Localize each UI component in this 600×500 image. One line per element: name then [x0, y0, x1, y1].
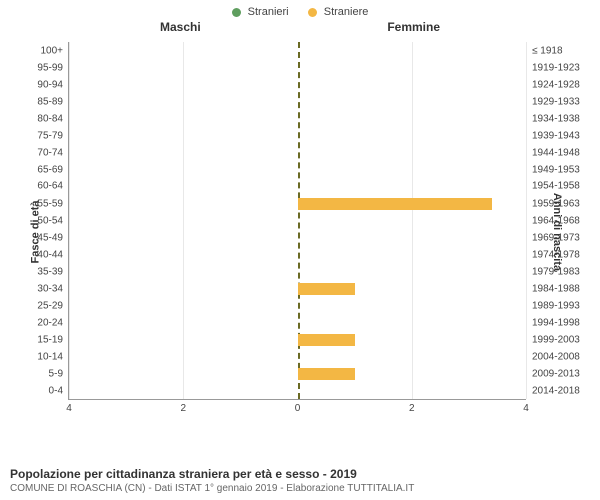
y-tick-age: 30-34: [37, 283, 63, 294]
y-tick-year: 1994-1998: [532, 317, 580, 328]
y-tick-age: 80-84: [37, 113, 63, 124]
y-tick-age: 100+: [40, 45, 63, 56]
y-tick-age: 5-9: [49, 368, 63, 379]
y-tick-year: 1964-1968: [532, 215, 580, 226]
y-tick-age: 20-24: [37, 317, 63, 328]
y-tick-age: 55-59: [37, 198, 63, 209]
y-tick-year: 2009-2013: [532, 368, 580, 379]
y-tick-year: 1999-2003: [532, 334, 580, 345]
x-tick-label: 2: [409, 403, 415, 414]
gridline: [183, 42, 184, 399]
y-tick-age: 75-79: [37, 130, 63, 141]
y-tick-age: 65-69: [37, 164, 63, 175]
y-tick-year: 1969-1973: [532, 232, 580, 243]
y-tick-age: 90-94: [37, 79, 63, 90]
legend: Stranieri Straniere: [0, 0, 600, 20]
y-tick-year: 1919-1923: [532, 62, 580, 73]
y-tick-age: 25-29: [37, 300, 63, 311]
bar-female: [298, 368, 355, 380]
y-tick-year: 2014-2018: [532, 385, 580, 396]
y-tick-year: 1949-1953: [532, 164, 580, 175]
y-tick-age: 50-54: [37, 215, 63, 226]
gridline: [526, 42, 527, 399]
bar-female: [298, 198, 492, 210]
y-tick-year: 1974-1978: [532, 249, 580, 260]
x-tick-label: 4: [523, 403, 529, 414]
header-male: Maschi: [160, 20, 201, 34]
y-tick-year: 2004-2008: [532, 351, 580, 362]
x-tick-label: 2: [180, 403, 186, 414]
y-tick-year: 1924-1928: [532, 79, 580, 90]
legend-label-male: Stranieri: [248, 6, 289, 18]
y-tick-year: 1984-1988: [532, 283, 580, 294]
y-tick-age: 95-99: [37, 62, 63, 73]
y-tick-year: 1954-1958: [532, 181, 580, 192]
y-tick-age: 40-44: [37, 249, 63, 260]
bar-female: [298, 334, 355, 346]
chart-title: Popolazione per cittadinanza straniera p…: [10, 467, 414, 481]
y-tick-age: 35-39: [37, 266, 63, 277]
legend-item-male: Stranieri: [232, 6, 289, 18]
y-tick-age: 85-89: [37, 96, 63, 107]
y-tick-year: 1944-1948: [532, 147, 580, 158]
y-tick-age: 15-19: [37, 334, 63, 345]
y-tick-year: 1959-1963: [532, 198, 580, 209]
legend-item-female: Straniere: [308, 6, 369, 18]
y-tick-age: 10-14: [37, 351, 63, 362]
y-tick-year: ≤ 1918: [532, 45, 563, 56]
y-tick-year: 1929-1933: [532, 96, 580, 107]
y-tick-age: 60-64: [37, 181, 63, 192]
plot-area: 42024100+≤ 191895-991919-192390-941924-1…: [68, 42, 526, 400]
population-pyramid-chart: Fasce di età Anni di nascita 42024100+≤ …: [0, 42, 600, 422]
gridline: [412, 42, 413, 399]
y-tick-age: 0-4: [49, 385, 63, 396]
legend-dot-female: [308, 8, 317, 17]
legend-dot-male: [232, 8, 241, 17]
x-tick-label: 0: [295, 403, 301, 414]
chart-footer: Popolazione per cittadinanza straniera p…: [10, 467, 414, 494]
chart-subtitle: COMUNE DI ROASCHIA (CN) - Dati ISTAT 1° …: [10, 483, 414, 494]
bar-female: [298, 283, 355, 295]
gridline: [69, 42, 70, 399]
y-tick-year: 1989-1993: [532, 300, 580, 311]
y-tick-year: 1934-1938: [532, 113, 580, 124]
y-tick-year: 1979-1983: [532, 266, 580, 277]
y-tick-age: 70-74: [37, 147, 63, 158]
column-headers: Maschi Femmine: [0, 20, 600, 38]
header-female: Femmine: [387, 20, 440, 34]
legend-label-female: Straniere: [324, 6, 369, 18]
y-tick-year: 1939-1943: [532, 130, 580, 141]
y-tick-age: 45-49: [37, 232, 63, 243]
x-tick-label: 4: [66, 403, 72, 414]
